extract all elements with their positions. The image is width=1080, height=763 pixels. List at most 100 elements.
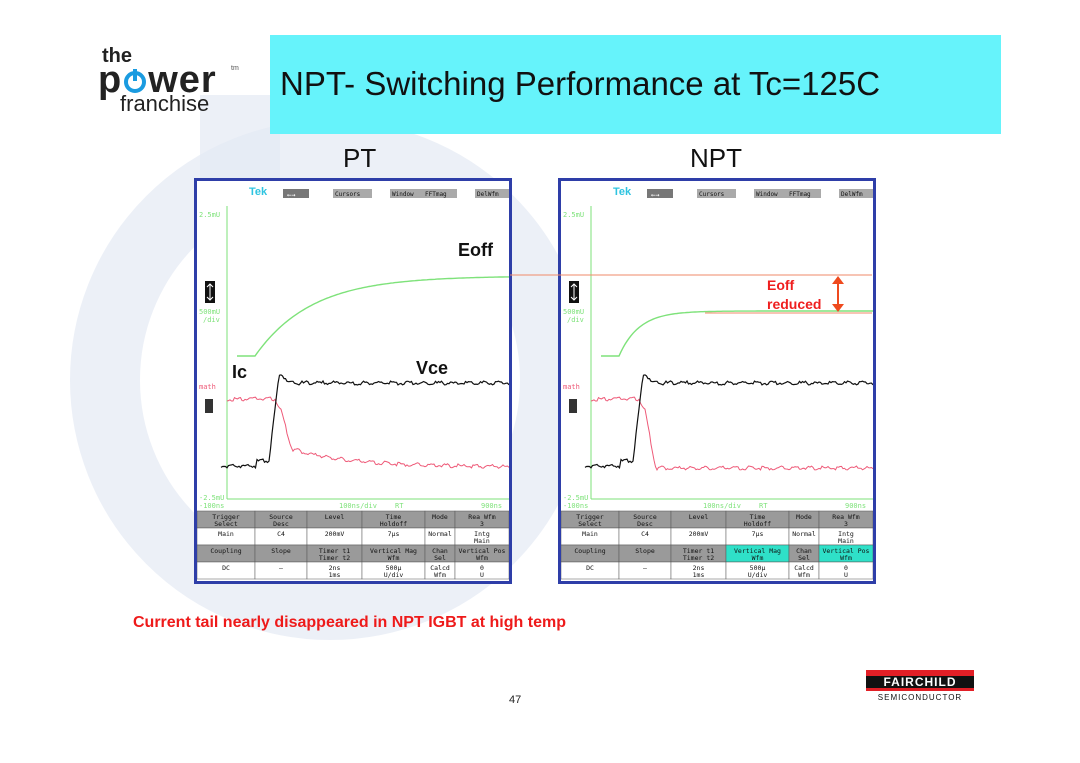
table-cell-text: Mode <box>796 513 812 521</box>
time-mode-label: RT <box>759 502 768 510</box>
updown-arrow-icon <box>570 283 578 301</box>
logo-power: p wer <box>98 59 217 101</box>
table-cell-text: 500µ <box>750 564 766 572</box>
table-cell-text: Chan <box>796 547 812 555</box>
table-cell-text: 0 <box>480 564 484 572</box>
table-cell-text: 3 <box>844 520 848 528</box>
table-cell-text: Vertical Pos <box>823 547 870 555</box>
title-banner: NPT- Switching Performance at Tc=125C <box>270 35 1001 134</box>
eoff-trace <box>601 310 873 357</box>
table-cell-text: U/div <box>384 571 404 579</box>
menu-label-window: Window <box>392 191 414 198</box>
arrow-icon: ←→ <box>651 191 659 199</box>
table-cell-text: 0 <box>844 564 848 572</box>
table-cell-text: Chan <box>432 547 448 555</box>
time-left-label: -100ns <box>563 502 588 510</box>
table-cell-text: 200mV <box>325 530 345 538</box>
table-cell-text: Select <box>214 520 238 528</box>
menu-button-fftmag <box>423 189 457 198</box>
math-label: math <box>563 383 580 391</box>
table-cell-text: Timer t2 <box>319 554 350 562</box>
channel-div-label: /div <box>567 316 584 324</box>
channel-bottom-label: -2.5mU <box>563 494 588 502</box>
table-cell-text: 500µ <box>386 564 402 572</box>
table-cell-text: DC <box>222 564 230 572</box>
table-cell-text: Wfm <box>388 554 400 562</box>
vce-label: Vce <box>416 358 449 378</box>
table-cell-text: Vertical Pos <box>459 547 506 555</box>
menu-button-delwfm <box>839 189 873 198</box>
menu-label-cursors: Cursors <box>699 191 725 198</box>
table-cell-text: Time <box>386 513 402 521</box>
menu-label-fftmag: FFTmag <box>789 191 811 198</box>
table-cell-text: U <box>480 571 484 579</box>
page-number: 47 <box>509 694 522 706</box>
scope-brand: Tek <box>249 186 268 198</box>
table-cell-text: Mode <box>432 513 448 521</box>
eoff-trace <box>237 276 509 357</box>
table-cell-text: Sel <box>434 554 446 562</box>
table-cell-text: Wfm <box>840 554 852 562</box>
arrow-icon: ←→ <box>287 191 295 199</box>
table-cell-text: Slope <box>635 547 655 555</box>
channel-top-label: 2.5mU <box>199 211 220 219</box>
table-cell-text: Sel <box>798 554 810 562</box>
panel-label-pt: PT <box>343 143 377 173</box>
table-cell-text: Vertical Mag <box>370 547 417 555</box>
table-cell-text: Intg <box>474 530 490 538</box>
table-cell-text: C4 <box>641 530 649 538</box>
table-cell <box>818 561 873 580</box>
time-right-label: 900ns <box>481 502 502 510</box>
vce-trace <box>584 374 873 470</box>
table-cell-text: 1ms <box>329 571 341 579</box>
table-cell-text: – <box>643 564 647 572</box>
table-cell-text: – <box>279 564 283 572</box>
menu-button-window <box>754 189 788 198</box>
table-cell-text: Intg <box>838 530 854 538</box>
slide-caption: Current tail nearly disappeared in NPT I… <box>133 614 566 631</box>
table-cell-text: Slope <box>271 547 291 555</box>
table-cell-text: Trigger <box>212 513 239 521</box>
menu-button-cursors <box>697 189 736 198</box>
table-cell-text: Select <box>578 520 602 528</box>
channel-top-label: 2.5mU <box>563 211 584 219</box>
menu-button-delwfm <box>475 189 509 198</box>
table-cell-text: Time <box>750 513 766 521</box>
logo-trademark: tm <box>231 65 239 72</box>
time-scale-label: 100ns/div <box>339 502 377 510</box>
table-cell-text: U/div <box>748 571 768 579</box>
menu-button-cursors <box>333 189 372 198</box>
table-cell-text: 7μs <box>388 530 400 538</box>
channel-scale-label: 500mU <box>563 308 584 316</box>
scope-screen: Tek ←→ Cursors Window FFTmag DelWfm 2.5mU 500mU… <box>197 186 509 580</box>
oscilloscope-npt: Tek ←→ Cursors Window FFTmag DelWfm 2.5mU 500mU… <box>558 178 876 584</box>
vce-trace <box>220 374 509 470</box>
ic-trace <box>590 396 873 471</box>
double-arrow-icon <box>832 276 844 312</box>
table-cell-text: Wfm <box>434 571 446 579</box>
table-cell-text: Calcd <box>794 564 814 572</box>
menu-button-fftmag <box>787 189 821 198</box>
fairchild-name: FAIRCHILD <box>866 676 974 688</box>
table-cell-text: Holdoff <box>744 520 771 528</box>
table-cell-text: Main <box>582 530 598 538</box>
arrow-button <box>283 189 309 198</box>
channel-bottom-label: -2.5mU <box>199 494 224 502</box>
oscilloscope-pt: Tek ←→ Cursors Window FFTmag DelWfm 2.5mU 500mU… <box>194 178 512 584</box>
table-cell-text: Desc <box>273 520 289 528</box>
logo-franchise: franchise <box>120 91 210 116</box>
time-mode-label: RT <box>395 502 404 510</box>
table-cell-text: Calcd <box>430 564 450 572</box>
menu-label-window: Window <box>756 191 778 198</box>
updown-arrow-icon <box>206 283 214 301</box>
scope-brand: Tek <box>613 186 632 198</box>
power-icon <box>124 69 147 93</box>
channel-marker-icon <box>205 399 213 413</box>
table-cell-text: Trigger <box>576 513 603 521</box>
menu-label-fftmag: FFTmag <box>425 191 447 198</box>
table-cell-text: Vertical Mag <box>734 547 781 555</box>
table-cell-text: Wfm <box>476 554 488 562</box>
arrow-button <box>647 189 673 198</box>
power-franchise-logo: the p wer tm franchise <box>98 45 248 120</box>
table-cell-text: Timer t1 <box>683 547 714 555</box>
